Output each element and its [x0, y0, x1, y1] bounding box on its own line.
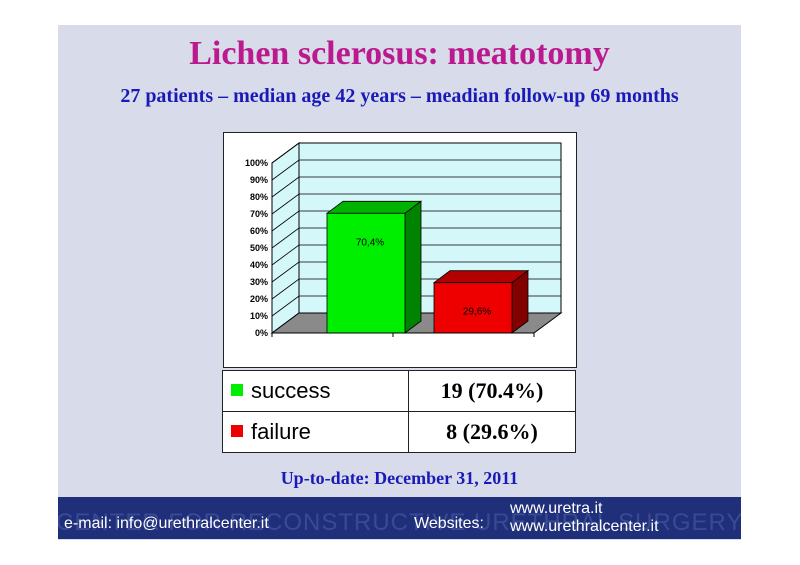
bar: [326, 212, 406, 334]
gridline: [271, 227, 561, 249]
failure-swatch-icon: [231, 425, 243, 437]
bar-side: [404, 200, 422, 334]
bar-chart: 0% 10% 20% 30% 40% 50% 60% 70% 80% 90% 100% 70,4% 29…: [245, 142, 563, 338]
gridline: [271, 210, 561, 232]
data-label: 29,6%: [463, 307, 491, 318]
update-date: Up-to-date: December 31, 2011: [280, 468, 519, 488]
y-tick-label: 60%: [250, 226, 268, 236]
footer-bar: CENTER FOR RECONSTRUCTIVE URETHRAL SURGE…: [58, 497, 741, 539]
gridline: [271, 261, 561, 283]
footer-email: e-mail: info@urethralcenter.it: [64, 515, 269, 532]
footer-watermark: CENTER FOR RECONSTRUCTIVE URETHRAL SURGE…: [58, 509, 741, 536]
slide-title: Lichen sclerosus: meatotomy: [189, 35, 610, 72]
chart-container: 0% 10% 20% 30% 40% 50% 60% 70% 80% 90% 100% 70,4% 29…: [223, 132, 577, 368]
gridline: [271, 159, 561, 181]
legend-label-cell: success: [222, 370, 409, 412]
slide-background: Lichen sclerosus: meatotomy 27 patients …: [58, 25, 741, 540]
slide-subtitle: 27 patients – median age 42 years – mead…: [120, 85, 679, 107]
legend-label: failure: [251, 419, 311, 444]
gridline: [271, 244, 561, 266]
legend-value: 19 (70.4%): [408, 370, 576, 412]
legend-table: success 19 (70.4%) failure 8 (29.6%): [222, 370, 576, 453]
footer-site-2: www.urethralcenter.it: [510, 518, 659, 535]
footer-site-1: www.uretra.it: [510, 500, 603, 517]
footer-websites-label: Websites:: [414, 515, 484, 532]
legend-label-cell: failure: [222, 411, 409, 453]
y-tick-label: 50%: [250, 243, 268, 253]
y-tick-label: 40%: [250, 260, 268, 270]
success-swatch-icon: [231, 384, 243, 396]
y-tick-label: 70%: [250, 209, 268, 219]
gridline: [271, 193, 561, 215]
y-tick-label: 100%: [245, 158, 268, 168]
gridline: [271, 142, 561, 164]
gridline: [271, 176, 561, 198]
y-tick-label: 10%: [250, 311, 268, 321]
y-tick-label: 30%: [250, 277, 268, 287]
legend-label: success: [251, 378, 331, 403]
legend-row-success: success 19 (70.4%): [222, 370, 576, 412]
legend-value: 8 (29.6%): [408, 411, 576, 453]
data-label: 70,4%: [356, 237, 384, 248]
y-tick-label: 20%: [250, 294, 268, 304]
y-tick-label: 80%: [250, 192, 268, 202]
y-tick-label: 0%: [255, 328, 268, 338]
y-tick-label: 90%: [250, 175, 268, 185]
legend-row-failure: failure 8 (29.6%): [222, 411, 576, 453]
